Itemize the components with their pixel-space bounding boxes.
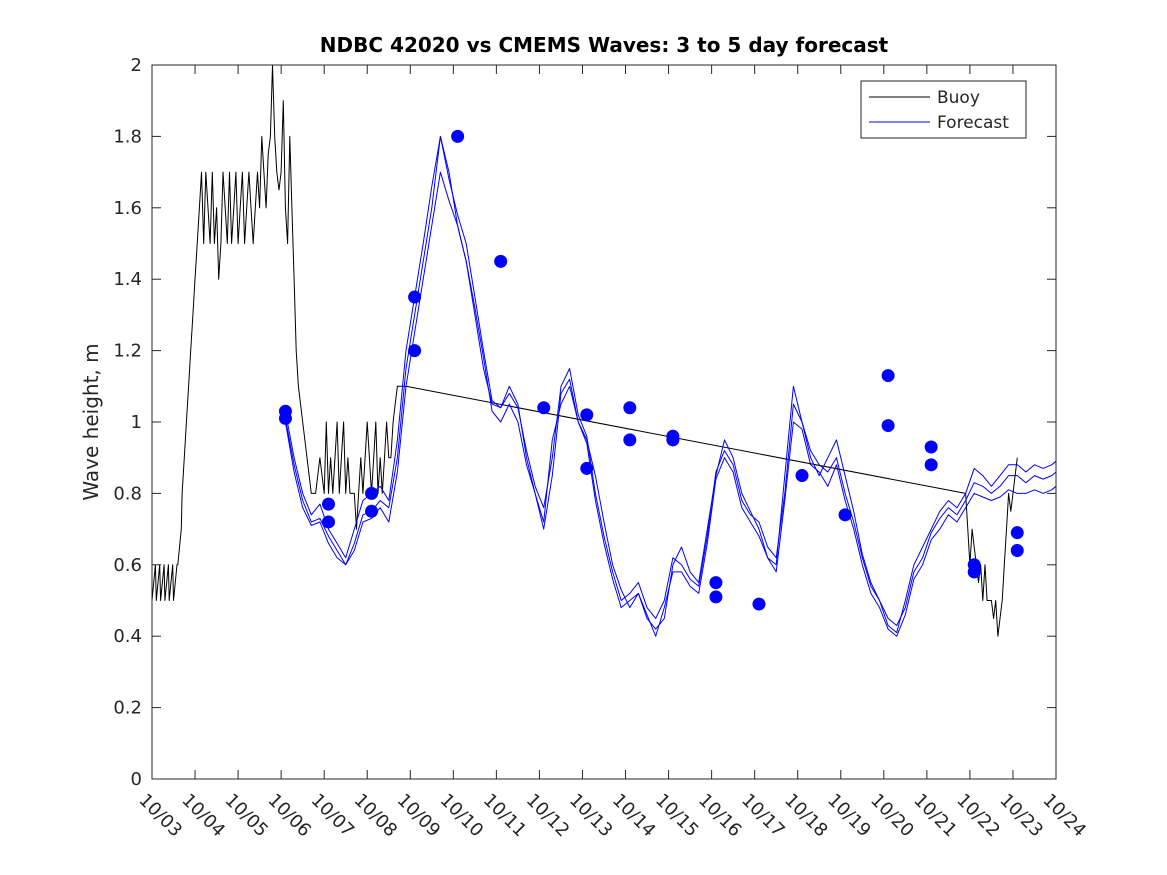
forecast-point xyxy=(924,458,938,472)
series-line-buoy xyxy=(151,64,1018,637)
forecast-point xyxy=(278,411,292,425)
forecast-point xyxy=(494,254,508,268)
forecast-point xyxy=(881,419,895,433)
chart-title: NDBC 42020 vs CMEMS Waves: 3 to 5 day fo… xyxy=(320,33,889,57)
y-tick-label: 0.4 xyxy=(113,626,142,647)
forecast-point xyxy=(1010,526,1024,540)
forecast-point xyxy=(451,129,465,143)
y-tick-label: 0.6 xyxy=(113,555,142,576)
y-tick-label: 1.6 xyxy=(113,198,142,219)
forecast-point xyxy=(795,469,809,483)
forecast-point xyxy=(408,290,422,304)
forecast-point xyxy=(623,433,637,447)
legend-forecast-label: Forecast xyxy=(937,113,1009,133)
series-line-forecast-2 xyxy=(284,135,1057,626)
y-axis-label: Wave height, m xyxy=(79,343,103,500)
y-tick-label: 1.4 xyxy=(113,269,142,290)
legend: Buoy Forecast xyxy=(860,80,1027,139)
y-tick-label: 1.8 xyxy=(113,126,142,147)
plot-area xyxy=(151,64,1057,779)
legend-box xyxy=(860,80,1027,139)
y-tick-label: 2 xyxy=(131,55,142,76)
y-tick-label: 0.2 xyxy=(113,698,142,719)
forecast-point xyxy=(365,504,379,518)
forecast-point xyxy=(321,515,335,529)
forecast-point xyxy=(365,486,379,500)
forecast-point xyxy=(709,590,723,604)
forecast-point xyxy=(838,508,852,522)
y-tick-label: 1.2 xyxy=(113,341,142,362)
forecast-point xyxy=(752,597,766,611)
forecast-point xyxy=(580,408,594,422)
forecast-point xyxy=(967,565,981,579)
forecast-point xyxy=(666,433,680,447)
y-tick-label: 1 xyxy=(131,412,142,433)
forecast-point xyxy=(537,401,551,415)
y-tick-label: 0.8 xyxy=(113,483,142,504)
forecast-point xyxy=(623,401,637,415)
forecast-point xyxy=(408,344,422,358)
series-line-forecast-3 xyxy=(284,171,1057,637)
y-tick-label: 0 xyxy=(131,769,142,790)
forecast-point xyxy=(881,369,895,383)
forecast-point xyxy=(321,497,335,511)
forecast-point xyxy=(924,440,938,454)
forecast-point xyxy=(580,461,594,475)
forecast-point xyxy=(1010,544,1024,558)
legend-buoy-label: Buoy xyxy=(937,88,980,108)
forecast-point xyxy=(709,576,723,590)
